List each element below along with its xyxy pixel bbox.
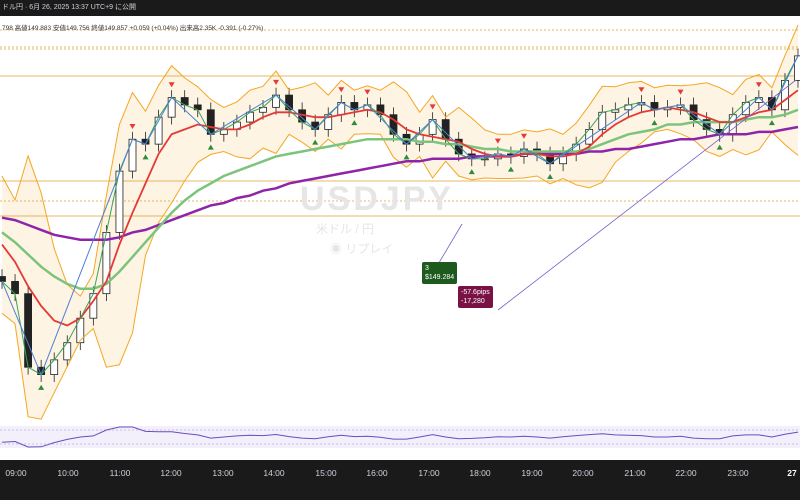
time-tick: 20:00 [572, 468, 594, 478]
swing-high-marker [677, 89, 684, 95]
candle [0, 276, 6, 282]
swing-high-marker [129, 123, 136, 129]
chart-title: ドル円 · 6月 26, 2025 13:37 UTC+9 に公開 [2, 4, 137, 11]
swing-low-marker [38, 384, 45, 390]
swing-high-marker [168, 82, 175, 88]
price-chart-svg [0, 24, 800, 448]
amount-value: -17,280 [461, 298, 485, 305]
time-tick: 16:00 [366, 468, 388, 478]
swing-low-marker [403, 154, 410, 160]
trade-trend-line [497, 79, 797, 311]
zigzag-line [1, 55, 799, 376]
trade-count: 3 [425, 265, 429, 272]
watermark-name: 米ドル / 円 [316, 222, 375, 236]
time-tick: 11:00 [109, 468, 131, 478]
time-tick: 15:00 [315, 468, 337, 478]
swing-high-marker [755, 82, 762, 88]
swing-high-marker [364, 89, 371, 95]
swing-low-marker [547, 174, 554, 179]
time-tick: 22:00 [675, 468, 697, 478]
swing-high-marker [338, 87, 345, 93]
pips-result-label: -57.6pips -17,280 [458, 286, 493, 308]
oscillator-line [1, 426, 799, 448]
watermark-replay: ◉ リプレイ [330, 242, 394, 256]
date-tick: 27 [787, 468, 797, 478]
time-tick: 21:00 [624, 468, 646, 478]
ohlc-readout: 798 高値149.883 安値149.756 終値149.857 +0.059… [2, 25, 264, 32]
trade-count-price-label: 3 $149.284 [422, 262, 458, 284]
swing-low-marker [468, 169, 475, 175]
time-tick: 23:00 [727, 468, 749, 478]
swing-low-marker [507, 166, 514, 172]
swing-high-marker [429, 104, 436, 110]
oscillator-panel [0, 426, 800, 448]
swing-low-marker [651, 120, 658, 126]
time-tick: 18:00 [469, 468, 491, 478]
swing-low-marker [768, 120, 775, 126]
time-tick: 13:00 [212, 468, 234, 478]
time-tick: 10:00 [57, 468, 79, 478]
swing-low-marker [142, 154, 149, 160]
swing-high-marker [494, 138, 501, 144]
swing-low-marker [351, 120, 358, 126]
title-bar: ドル円 · 6月 26, 2025 13:37 UTC+9 に公開 [0, 0, 800, 16]
ma-long-line [1, 125, 799, 241]
time-tick: 17:00 [418, 468, 440, 478]
swing-high-marker [520, 133, 527, 139]
watermark-symbol: USDJPY [300, 180, 455, 218]
swing-high-marker [273, 79, 280, 85]
candle [794, 55, 800, 81]
bollinger-upper-line [1, 24, 799, 297]
swing-low-marker [207, 144, 214, 150]
time-tick: 12:00 [160, 468, 182, 478]
swing-high-marker [638, 87, 645, 93]
swing-low-marker [312, 139, 319, 145]
swing-low-marker [716, 144, 723, 150]
entry-price: $149.284 [425, 274, 455, 281]
time-tick: 09:00 [5, 468, 27, 478]
chart-area[interactable] [0, 16, 800, 460]
time-tick: 14:00 [263, 468, 285, 478]
pips-value: -57.6pips [461, 289, 490, 296]
time-axis[interactable] [0, 460, 800, 500]
time-tick: 19:00 [521, 468, 543, 478]
